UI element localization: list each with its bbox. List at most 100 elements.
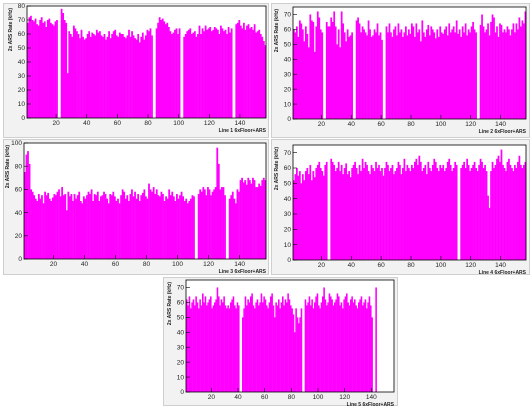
bar [106, 198, 109, 259]
bar [199, 299, 201, 392]
bar [503, 29, 506, 119]
bar [433, 158, 436, 260]
bar [372, 168, 374, 260]
bar [244, 180, 247, 259]
bar [238, 20, 241, 118]
bar [177, 198, 180, 259]
bar [230, 195, 233, 259]
bar [338, 296, 340, 392]
bar [403, 158, 406, 260]
bar [520, 26, 522, 119]
bar [177, 34, 179, 118]
bar [473, 161, 476, 260]
bar [242, 182, 245, 259]
y-tick-label: 30 [18, 73, 26, 80]
bar [275, 302, 277, 392]
bar [322, 296, 324, 392]
bar [112, 31, 115, 119]
bar [40, 17, 43, 119]
bar [96, 191, 99, 259]
bar [521, 168, 524, 260]
bar [463, 161, 466, 260]
bar [515, 23, 518, 119]
bar [31, 20, 34, 118]
bar [476, 171, 479, 260]
bar [327, 302, 329, 392]
bar [430, 26, 433, 119]
bar [190, 34, 193, 118]
bar [67, 191, 70, 259]
bar [238, 191, 240, 259]
bar [362, 305, 364, 392]
bar [224, 195, 226, 259]
bar [451, 29, 454, 119]
bar [45, 195, 48, 259]
y-tick-label: 10 [284, 242, 292, 249]
bar [499, 161, 501, 260]
y-tick-label: 100 [11, 140, 22, 147]
bar [410, 164, 413, 260]
bar [360, 32, 362, 119]
bar [427, 161, 430, 260]
bar [252, 305, 255, 392]
bar [227, 305, 229, 392]
bar [210, 195, 212, 259]
bar [470, 26, 473, 119]
bar [226, 308, 228, 392]
bar [244, 296, 247, 392]
bar [346, 29, 349, 119]
bar [319, 308, 321, 392]
bar [319, 29, 322, 119]
bar [140, 195, 143, 259]
plot-frame [292, 6, 527, 120]
bar [331, 161, 334, 260]
bar [106, 36, 109, 118]
bar [467, 164, 470, 260]
bar [186, 31, 189, 119]
bar [37, 194, 40, 259]
bar [69, 34, 72, 118]
bar [72, 25, 75, 119]
bar [328, 26, 331, 119]
bar [333, 164, 336, 260]
bar [191, 195, 194, 259]
bar [493, 17, 495, 120]
bar [211, 308, 213, 392]
bar [482, 26, 485, 119]
bar [66, 73, 69, 118]
bar [437, 171, 440, 260]
bar [198, 25, 201, 119]
x-tick-label: 120 [204, 120, 215, 127]
bar [129, 194, 132, 259]
bar [91, 32, 94, 118]
bar [375, 161, 377, 260]
bar [347, 302, 349, 392]
bar [253, 180, 256, 259]
bar [28, 17, 31, 119]
bar [216, 287, 219, 392]
bar [121, 189, 124, 259]
bar [443, 171, 446, 260]
bar [349, 177, 352, 260]
bar [430, 171, 433, 260]
bar [138, 42, 141, 118]
bar [491, 14, 494, 119]
bar [427, 24, 430, 120]
bar [442, 33, 445, 119]
bar [34, 18, 37, 119]
bar [479, 24, 482, 120]
bar [348, 305, 351, 392]
x-tick-label: 140 [235, 120, 246, 127]
x-axis-label: Line 1 6xFloor+ARS [219, 128, 267, 134]
bar [44, 191, 46, 259]
bar [207, 28, 210, 118]
bar [358, 302, 360, 392]
bar [524, 11, 527, 120]
bar [188, 201, 191, 259]
bar [478, 164, 480, 260]
bar [78, 191, 81, 259]
bar [204, 25, 207, 119]
bar [137, 194, 140, 259]
bar [296, 317, 299, 392]
bar [245, 184, 248, 259]
